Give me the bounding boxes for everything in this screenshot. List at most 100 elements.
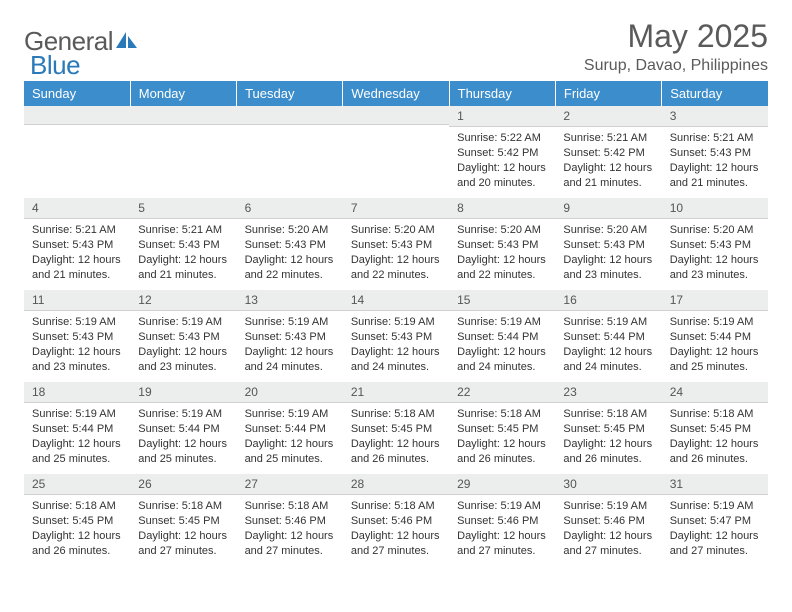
sunrise-line: Sunrise: 5:19 AM <box>245 407 335 422</box>
calendar-day: 12Sunrise: 5:19 AMSunset: 5:43 PMDayligh… <box>130 290 236 382</box>
calendar-empty <box>237 106 343 198</box>
weekday-header: Thursday <box>449 81 555 106</box>
calendar-day: 18Sunrise: 5:19 AMSunset: 5:44 PMDayligh… <box>24 382 130 474</box>
day-number: 9 <box>555 198 661 219</box>
day-content: Sunrise: 5:19 AMSunset: 5:46 PMDaylight:… <box>555 495 661 562</box>
day-number: 13 <box>237 290 343 311</box>
empty-daynum <box>237 106 343 125</box>
day-content: Sunrise: 5:19 AMSunset: 5:47 PMDaylight:… <box>662 495 768 562</box>
sunrise-line: Sunrise: 5:20 AM <box>457 223 547 238</box>
calendar-day: 22Sunrise: 5:18 AMSunset: 5:45 PMDayligh… <box>449 382 555 474</box>
daylight-line: Daylight: 12 hours and 22 minutes. <box>351 253 441 283</box>
day-content: Sunrise: 5:19 AMSunset: 5:44 PMDaylight:… <box>24 403 130 470</box>
daylight-line: Daylight: 12 hours and 21 minutes. <box>138 253 228 283</box>
day-content: Sunrise: 5:19 AMSunset: 5:43 PMDaylight:… <box>237 311 343 378</box>
sunset-line: Sunset: 5:43 PM <box>138 238 228 253</box>
calendar-day: 13Sunrise: 5:19 AMSunset: 5:43 PMDayligh… <box>237 290 343 382</box>
daylight-line: Daylight: 12 hours and 24 minutes. <box>245 345 335 375</box>
sunrise-line: Sunrise: 5:20 AM <box>245 223 335 238</box>
sunrise-line: Sunrise: 5:19 AM <box>138 407 228 422</box>
calendar-day: 19Sunrise: 5:19 AMSunset: 5:44 PMDayligh… <box>130 382 236 474</box>
day-content: Sunrise: 5:18 AMSunset: 5:46 PMDaylight:… <box>343 495 449 562</box>
sunset-line: Sunset: 5:42 PM <box>457 146 547 161</box>
day-number: 1 <box>449 106 555 127</box>
day-number: 21 <box>343 382 449 403</box>
sunset-line: Sunset: 5:43 PM <box>245 330 335 345</box>
sunset-line: Sunset: 5:45 PM <box>351 422 441 437</box>
sunset-line: Sunset: 5:45 PM <box>670 422 760 437</box>
calendar-row: 11Sunrise: 5:19 AMSunset: 5:43 PMDayligh… <box>24 290 768 382</box>
calendar-day: 4Sunrise: 5:21 AMSunset: 5:43 PMDaylight… <box>24 198 130 290</box>
sunset-line: Sunset: 5:43 PM <box>351 238 441 253</box>
daylight-line: Daylight: 12 hours and 27 minutes. <box>457 529 547 559</box>
sunset-line: Sunset: 5:43 PM <box>670 238 760 253</box>
sunset-line: Sunset: 5:43 PM <box>138 330 228 345</box>
calendar-table: SundayMondayTuesdayWednesdayThursdayFrid… <box>24 81 768 566</box>
calendar-empty <box>343 106 449 198</box>
daylight-line: Daylight: 12 hours and 26 minutes. <box>563 437 653 467</box>
day-content: Sunrise: 5:18 AMSunset: 5:46 PMDaylight:… <box>237 495 343 562</box>
day-number: 6 <box>237 198 343 219</box>
day-number: 17 <box>662 290 768 311</box>
sunrise-line: Sunrise: 5:18 AM <box>457 407 547 422</box>
day-content: Sunrise: 5:22 AMSunset: 5:42 PMDaylight:… <box>449 127 555 194</box>
daylight-line: Daylight: 12 hours and 25 minutes. <box>32 437 122 467</box>
calendar-empty <box>24 106 130 198</box>
calendar-day: 14Sunrise: 5:19 AMSunset: 5:43 PMDayligh… <box>343 290 449 382</box>
day-number: 30 <box>555 474 661 495</box>
day-content: Sunrise: 5:18 AMSunset: 5:45 PMDaylight:… <box>449 403 555 470</box>
logo-text-blue-wrap: Blue <box>30 50 80 81</box>
daylight-line: Daylight: 12 hours and 27 minutes. <box>670 529 760 559</box>
sunset-line: Sunset: 5:43 PM <box>563 238 653 253</box>
calendar-body: 1Sunrise: 5:22 AMSunset: 5:42 PMDaylight… <box>24 106 768 566</box>
day-content: Sunrise: 5:20 AMSunset: 5:43 PMDaylight:… <box>555 219 661 286</box>
day-content: Sunrise: 5:20 AMSunset: 5:43 PMDaylight:… <box>343 219 449 286</box>
sunrise-line: Sunrise: 5:19 AM <box>563 315 653 330</box>
day-content: Sunrise: 5:21 AMSunset: 5:43 PMDaylight:… <box>662 127 768 194</box>
sunset-line: Sunset: 5:44 PM <box>32 422 122 437</box>
weekday-header: Saturday <box>662 81 768 106</box>
sunrise-line: Sunrise: 5:21 AM <box>563 131 653 146</box>
calendar-day: 10Sunrise: 5:20 AMSunset: 5:43 PMDayligh… <box>662 198 768 290</box>
daylight-line: Daylight: 12 hours and 25 minutes. <box>670 345 760 375</box>
empty-daynum <box>130 106 236 125</box>
day-number: 19 <box>130 382 236 403</box>
daylight-line: Daylight: 12 hours and 25 minutes. <box>245 437 335 467</box>
day-number: 22 <box>449 382 555 403</box>
day-content: Sunrise: 5:20 AMSunset: 5:43 PMDaylight:… <box>449 219 555 286</box>
day-number: 11 <box>24 290 130 311</box>
day-content: Sunrise: 5:20 AMSunset: 5:43 PMDaylight:… <box>237 219 343 286</box>
day-content: Sunrise: 5:21 AMSunset: 5:43 PMDaylight:… <box>24 219 130 286</box>
sunset-line: Sunset: 5:47 PM <box>670 514 760 529</box>
sunrise-line: Sunrise: 5:19 AM <box>670 315 760 330</box>
sunrise-line: Sunrise: 5:19 AM <box>670 499 760 514</box>
day-number: 16 <box>555 290 661 311</box>
daylight-line: Daylight: 12 hours and 24 minutes. <box>457 345 547 375</box>
calendar-day: 6Sunrise: 5:20 AMSunset: 5:43 PMDaylight… <box>237 198 343 290</box>
sunset-line: Sunset: 5:45 PM <box>563 422 653 437</box>
day-number: 31 <box>662 474 768 495</box>
calendar-day: 27Sunrise: 5:18 AMSunset: 5:46 PMDayligh… <box>237 474 343 566</box>
calendar-day: 16Sunrise: 5:19 AMSunset: 5:44 PMDayligh… <box>555 290 661 382</box>
daylight-line: Daylight: 12 hours and 21 minutes. <box>670 161 760 191</box>
daylight-line: Daylight: 12 hours and 24 minutes. <box>351 345 441 375</box>
sunset-line: Sunset: 5:44 PM <box>670 330 760 345</box>
daylight-line: Daylight: 12 hours and 26 minutes. <box>670 437 760 467</box>
calendar-row: 1Sunrise: 5:22 AMSunset: 5:42 PMDaylight… <box>24 106 768 198</box>
sunset-line: Sunset: 5:44 PM <box>245 422 335 437</box>
sunrise-line: Sunrise: 5:19 AM <box>457 315 547 330</box>
daylight-line: Daylight: 12 hours and 27 minutes. <box>563 529 653 559</box>
sunrise-line: Sunrise: 5:22 AM <box>457 131 547 146</box>
day-number: 23 <box>555 382 661 403</box>
sunrise-line: Sunrise: 5:19 AM <box>351 315 441 330</box>
day-number: 3 <box>662 106 768 127</box>
sail-icon <box>116 30 138 55</box>
calendar-day: 5Sunrise: 5:21 AMSunset: 5:43 PMDaylight… <box>130 198 236 290</box>
day-content: Sunrise: 5:18 AMSunset: 5:45 PMDaylight:… <box>343 403 449 470</box>
day-content: Sunrise: 5:21 AMSunset: 5:43 PMDaylight:… <box>130 219 236 286</box>
sunset-line: Sunset: 5:46 PM <box>245 514 335 529</box>
daylight-line: Daylight: 12 hours and 22 minutes. <box>457 253 547 283</box>
sunset-line: Sunset: 5:43 PM <box>670 146 760 161</box>
sunset-line: Sunset: 5:44 PM <box>457 330 547 345</box>
day-content: Sunrise: 5:18 AMSunset: 5:45 PMDaylight:… <box>130 495 236 562</box>
